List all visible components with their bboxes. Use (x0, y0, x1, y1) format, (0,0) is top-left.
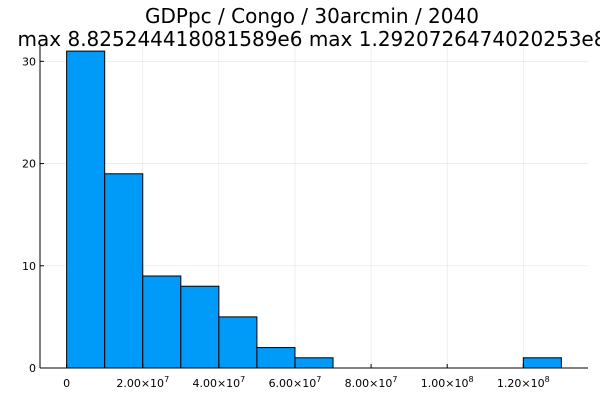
x-tick-label: 4.00×107 (192, 375, 245, 390)
histogram-bar (66, 50, 106, 369)
histogram-bar (180, 285, 220, 369)
histogram-bar (522, 357, 562, 369)
y-tick-label: 30 (22, 55, 36, 68)
y-tick-label: 0 (29, 362, 36, 375)
x-tick-label: 1.20×108 (497, 375, 550, 390)
x-tick-label: 0 (63, 377, 70, 390)
chart-subtitle: max 8.825244418081589e6 max 1.2920726474… (18, 27, 600, 51)
x-tick-label: 2.00×107 (116, 375, 169, 390)
y-tick-labels: 0 10 20 30 (22, 55, 36, 375)
histogram-bar (142, 275, 182, 369)
x-tick-label: 1.00×108 (421, 375, 474, 390)
axes (39, 46, 588, 369)
histogram-bar (218, 316, 258, 369)
y-tick-label: 20 (22, 158, 36, 171)
histogram-bar (256, 347, 296, 369)
histogram-bar (294, 357, 334, 369)
x-tick-label: 6.00×107 (269, 375, 322, 390)
x-tick-labels: 0 2.00×107 4.00×107 6.00×107 8.00×107 1.00×10… (63, 375, 550, 390)
x-tick-label: 8.00×107 (345, 375, 398, 390)
histogram-bar (104, 173, 144, 369)
y-tick-label: 10 (22, 260, 36, 273)
grid-lines (40, 46, 588, 369)
chart-title: GDPpc / Congo / 30arcmin / 2040 (145, 4, 479, 28)
histogram-bars (66, 50, 562, 369)
